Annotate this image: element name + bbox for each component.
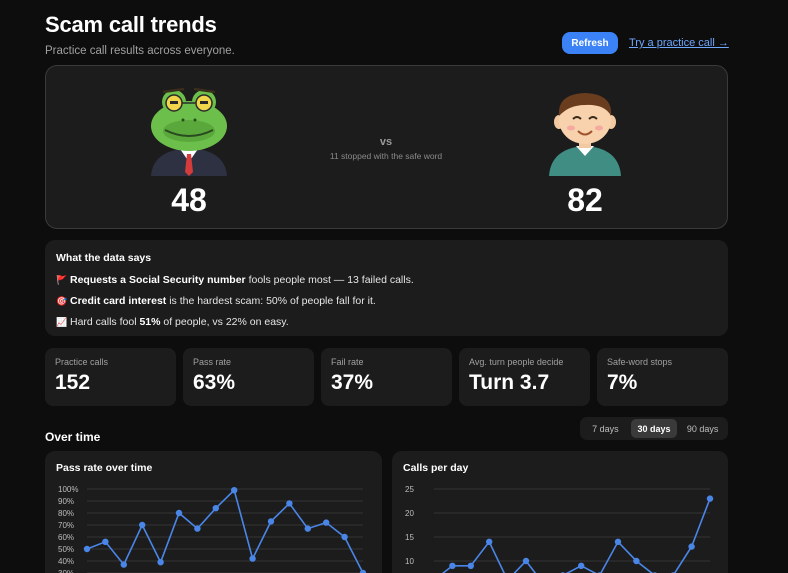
stat-label: Fail rate — [331, 357, 364, 367]
scammer-score: 48 — [171, 182, 207, 218]
data-point[interactable] — [706, 495, 714, 502]
data-point[interactable] — [449, 562, 456, 569]
page-title: Scam call trends — [45, 12, 217, 37]
data-point[interactable] — [359, 569, 367, 573]
refresh-button[interactable]: Refresh — [562, 32, 618, 54]
practice-call-link[interactable]: Try a practice call → — [629, 37, 729, 49]
data-point[interactable] — [323, 519, 330, 526]
range-tabs: 7 days 30 days 90 days — [580, 417, 728, 440]
over-time-title: Over time — [45, 430, 101, 444]
y-tick-label: 15 — [405, 533, 414, 542]
y-tick-label: 25 — [405, 485, 414, 494]
stat-value: Turn 3.7 — [469, 371, 550, 394]
vs-label: vs — [379, 136, 393, 148]
stat-fail-rate: Fail rate 37% — [321, 348, 452, 406]
stat-avg-turn: Avg. turn people decide Turn 3.7 — [459, 348, 590, 406]
scammer-frog-icon — [151, 87, 227, 176]
data-point[interactable] — [486, 538, 493, 545]
data-point[interactable] — [102, 538, 109, 545]
data-point[interactable] — [467, 562, 474, 569]
safe-word-caption: 11 stopped with the safe word — [329, 151, 443, 161]
versus-card: 48 vs 11 stopped with the safe word 82 — [45, 65, 728, 229]
insight-text: Hard calls fool 51% of people, vs 22% on… — [70, 316, 289, 328]
person-score: 82 — [567, 182, 603, 218]
insight-item: 📈 Hard calls fool 51% of people, vs 22% … — [56, 316, 717, 328]
tab-90-days[interactable]: 90 days — [686, 423, 719, 434]
page-subtitle: Practice call results across everyone. — [45, 45, 235, 57]
tab-7-days[interactable]: 7 days — [592, 423, 619, 434]
scammer-side: 48 — [129, 86, 249, 219]
stat-label: Safe-word stops — [607, 357, 673, 367]
stat-value: 152 — [55, 371, 91, 394]
data-point[interactable] — [139, 521, 146, 529]
insights-card: What the data says 🚩 Requests a Social S… — [45, 240, 728, 336]
red-flag-icon: 🚩 — [56, 274, 68, 285]
data-point[interactable] — [231, 487, 238, 494]
tab-30-days[interactable]: 30 days — [630, 419, 678, 438]
person-side: 82 — [525, 86, 645, 219]
data-point[interactable] — [304, 525, 311, 532]
stat-value: 63% — [193, 371, 236, 394]
chart-icon: 📈 — [56, 316, 68, 327]
chart-title: Pass rate over time — [56, 462, 153, 474]
data-point[interactable] — [194, 525, 201, 532]
y-tick-label: 90% — [58, 497, 74, 506]
stat-pass-rate: Pass rate 63% — [183, 348, 314, 406]
y-tick-label: 20 — [405, 509, 414, 518]
page-header: Scam call trends Practice call results a… — [45, 12, 235, 57]
data-point[interactable] — [522, 557, 530, 565]
series-line — [86, 488, 364, 573]
insight-item: 🚩 Requests a Social Security number fool… — [56, 274, 717, 286]
series-line — [441, 498, 711, 573]
insights-heading: What the data says — [56, 252, 152, 264]
pass-rate-chart: 100% 90% 80% 70% 60% 50% 40% 30% — [58, 485, 367, 573]
y-tick-label: 10 — [405, 557, 414, 566]
y-tick-label: 40% — [58, 557, 74, 566]
insight-item: 🎯 Credit card interest is the hardest sc… — [56, 295, 717, 307]
data-point[interactable] — [614, 538, 622, 545]
data-point[interactable] — [175, 509, 183, 517]
stat-label: Pass rate — [193, 357, 232, 367]
y-tick-label: 50% — [58, 545, 74, 554]
data-point[interactable] — [212, 505, 219, 512]
data-point[interactable] — [286, 500, 293, 507]
data-point[interactable] — [341, 533, 348, 541]
y-tick-label: 30% — [58, 569, 74, 573]
y-tick-label: 70% — [58, 521, 74, 530]
calls-per-day-chart: 25 20 15 10 — [405, 485, 714, 573]
stat-practice-calls: Practice calls 152 — [45, 348, 176, 406]
insight-text: Requests a Social Security number fools … — [70, 274, 414, 286]
data-point[interactable] — [249, 555, 256, 562]
stats-row: Practice calls 152 Pass rate 63% Fail ra… — [45, 348, 728, 406]
stat-safe-word-stops: Safe-word stops 7% — [597, 348, 728, 406]
data-point[interactable] — [688, 543, 695, 550]
calls-per-day-chart-card: Calls per day 25 20 15 10 — [392, 451, 728, 573]
chart-title: Calls per day — [403, 462, 469, 474]
data-point[interactable] — [120, 561, 128, 568]
stat-value: 37% — [331, 371, 374, 394]
data-point[interactable] — [267, 518, 275, 525]
pass-rate-chart-card: Pass rate over time 100% 90% 80% 70% 60% 50% 4… — [45, 451, 382, 573]
data-point[interactable] — [578, 562, 585, 569]
person-avatar-icon — [549, 93, 621, 176]
stat-label: Avg. turn people decide — [469, 357, 564, 367]
target-icon: 🎯 — [56, 295, 68, 306]
y-tick-label: 60% — [58, 533, 74, 542]
data-point[interactable] — [633, 557, 640, 565]
data-point[interactable] — [157, 559, 164, 566]
stat-value: 7% — [607, 371, 638, 394]
y-tick-label: 100% — [58, 485, 78, 494]
stat-label: Practice calls — [55, 357, 109, 367]
versus-middle: vs 11 stopped with the safe word — [286, 136, 486, 161]
y-tick-label: 80% — [58, 509, 74, 518]
insight-text: Credit card interest is the hardest scam… — [70, 295, 376, 307]
data-point[interactable] — [83, 545, 91, 553]
